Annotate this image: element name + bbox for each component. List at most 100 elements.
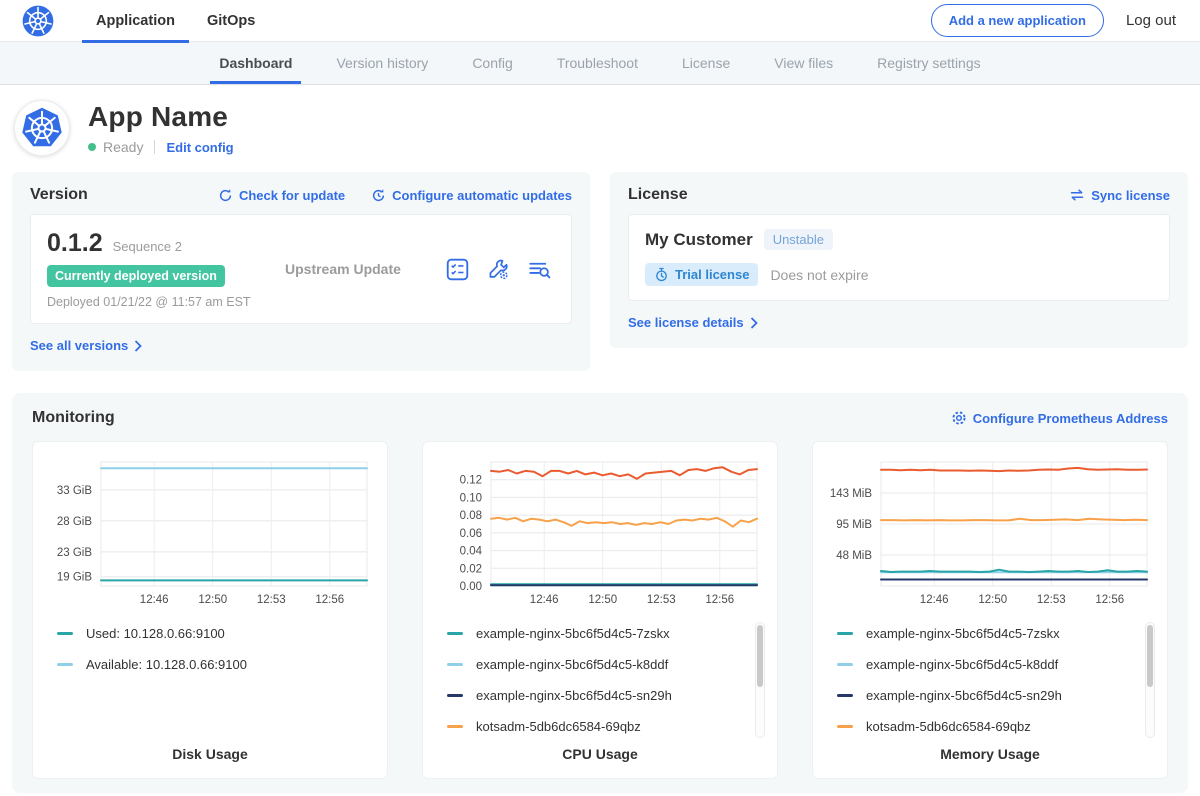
legend-scrollbar[interactable]: [755, 622, 765, 738]
svg-text:33 GiB: 33 GiB: [57, 485, 92, 497]
version-card: Version Check for update Configure au: [12, 172, 590, 371]
divider: [154, 140, 155, 154]
trial-license-label: Trial license: [675, 267, 749, 282]
check-for-update-label: Check for update: [239, 188, 345, 203]
tab-dashboard[interactable]: Dashboard: [214, 42, 297, 84]
legend-item: example-nginx-5bc6f5d4c5-7zskx: [447, 626, 741, 641]
current-version-box: 0.1.2 Sequence 2 Currently deployed vers…: [30, 214, 572, 324]
svg-text:0.04: 0.04: [460, 546, 483, 558]
view-diff-logs-icon[interactable]: [528, 258, 551, 281]
cpu-usage-legend-area: example-nginx-5bc6f5d4c5-7zskxexample-ng…: [435, 620, 765, 742]
logout-button[interactable]: Log out: [1126, 12, 1176, 29]
svg-text:12:46: 12:46: [530, 594, 559, 606]
svg-text:23 GiB: 23 GiB: [57, 547, 92, 559]
chevron-right-icon: [134, 340, 142, 352]
svg-text:48 MiB: 48 MiB: [836, 550, 872, 562]
status-text: Ready: [103, 139, 143, 155]
svg-text:12:50: 12:50: [198, 594, 227, 606]
legend-scrollbar[interactable]: [1145, 622, 1155, 738]
circular-arrow-icon: [218, 188, 233, 203]
legend-label: example-nginx-5bc6f5d4c5-7zskx: [866, 626, 1060, 641]
svg-text:0.12: 0.12: [460, 475, 482, 487]
svg-text:12:50: 12:50: [588, 594, 617, 606]
sync-license-link[interactable]: Sync license: [1069, 187, 1170, 203]
legend-dash-icon: [447, 632, 463, 635]
svg-text:95 MiB: 95 MiB: [836, 519, 872, 531]
license-box: My Customer Unstable Trial license Does …: [628, 214, 1170, 301]
svg-text:19 GiB: 19 GiB: [57, 572, 92, 584]
chart-title: CPU Usage: [435, 742, 765, 770]
svg-text:12:46: 12:46: [140, 594, 169, 606]
memory-usage-legend: example-nginx-5bc6f5d4c5-7zskx example-ng…: [825, 620, 1155, 734]
add-new-application-button[interactable]: Add a new application: [931, 4, 1104, 37]
configure-automatic-updates-label: Configure automatic updates: [392, 188, 572, 203]
tab-license[interactable]: License: [677, 42, 735, 84]
memory-usage-chart: 143 MiB95 MiB48 MiB12:4612:5012:5312:56: [825, 454, 1155, 612]
preflight-checks-icon[interactable]: [446, 258, 469, 281]
customer-name: My Customer: [645, 230, 753, 250]
legend-dash-icon: [837, 725, 853, 728]
configure-prometheus-link[interactable]: Configure Prometheus Address: [951, 410, 1168, 426]
cpu-usage-card: 0.120.100.080.060.040.020.0012:4612:5012…: [422, 441, 778, 779]
svg-text:0.08: 0.08: [460, 510, 482, 522]
deployed-version-badge: Currently deployed version: [47, 265, 225, 287]
scrollbar-thumb[interactable]: [757, 625, 763, 687]
stopwatch-icon: [654, 267, 669, 282]
cpu-usage-legend: example-nginx-5bc6f5d4c5-7zskxexample-ng…: [435, 620, 765, 734]
disk-usage-card: 33 GiB28 GiB23 GiB19 GiB12:4612:5012:531…: [32, 441, 388, 779]
legend-dash-icon: [57, 663, 73, 666]
legend-label: kotsadm-5db6dc6584-69qbz: [866, 719, 1031, 734]
edit-config-link[interactable]: Edit config: [166, 140, 233, 155]
svg-text:12:53: 12:53: [257, 594, 286, 606]
legend-dash-icon: [447, 725, 463, 728]
trial-license-badge: Trial license: [645, 263, 758, 286]
svg-text:12:53: 12:53: [1037, 594, 1066, 606]
svg-text:0.10: 0.10: [460, 492, 482, 504]
chart-title: Disk Usage: [45, 742, 375, 770]
disk-usage-legend-area: Used: 10.128.0.66:9100Available: 10.128.…: [45, 620, 375, 742]
tab-view-files[interactable]: View files: [769, 42, 838, 84]
legend-dash-icon: [837, 694, 853, 697]
sync-license-label: Sync license: [1091, 188, 1170, 203]
gear-icon: [951, 410, 967, 426]
status-dot-icon: [88, 143, 96, 151]
legend-label: Available: 10.128.0.66:9100: [86, 657, 247, 672]
version-card-actions: Check for update Configure automatic upd…: [218, 188, 572, 203]
license-card-head: License Sync license: [628, 186, 1170, 204]
license-expiry-text: Does not expire: [770, 267, 868, 283]
svg-text:12:53: 12:53: [647, 594, 676, 606]
legend-item: kotsadm-5db6dc6584-69qbz: [837, 719, 1131, 734]
tab-application[interactable]: Application: [80, 0, 191, 42]
see-license-details-link[interactable]: See license details: [628, 315, 758, 330]
tab-version-history[interactable]: Version history: [331, 42, 433, 84]
svg-text:12:50: 12:50: [978, 594, 1007, 606]
tab-gitops[interactable]: GitOps: [191, 0, 271, 42]
legend-item: example-nginx-5bc6f5d4c5-k8ddf: [837, 657, 1131, 672]
configure-automatic-updates-link[interactable]: Configure automatic updates: [371, 188, 572, 203]
tab-config[interactable]: Config: [467, 42, 517, 84]
svg-text:0.02: 0.02: [460, 563, 482, 575]
clock-arrow-icon: [371, 188, 386, 203]
legend-dash-icon: [837, 663, 853, 666]
page-title: App Name: [88, 101, 234, 133]
scrollbar-thumb[interactable]: [1147, 625, 1153, 687]
edit-config-tools-icon[interactable]: [487, 258, 510, 281]
legend-label: example-nginx-5bc6f5d4c5-sn29h: [866, 688, 1062, 703]
sync-arrows-icon: [1069, 187, 1085, 203]
check-for-update-link[interactable]: Check for update: [218, 188, 345, 203]
tab-troubleshoot[interactable]: Troubleshoot: [552, 42, 643, 84]
version-card-title: Version: [30, 186, 88, 204]
monitoring-title: Monitoring: [32, 409, 115, 427]
tab-registry-settings[interactable]: Registry settings: [872, 42, 985, 84]
svg-text:28 GiB: 28 GiB: [57, 516, 92, 528]
legend-item: example-nginx-5bc6f5d4c5-7zskx: [837, 626, 1131, 641]
see-all-versions-link[interactable]: See all versions: [30, 338, 142, 353]
legend-dash-icon: [57, 632, 73, 635]
legend-label: example-nginx-5bc6f5d4c5-7zskx: [476, 626, 670, 641]
legend-item: example-nginx-5bc6f5d4c5-sn29h: [837, 688, 1131, 703]
svg-text:12:56: 12:56: [1095, 594, 1124, 606]
license-card: License Sync license My Customer Unstabl…: [610, 172, 1188, 348]
memory-usage-card: 143 MiB95 MiB48 MiB12:4612:5012:5312:56 …: [812, 441, 1168, 779]
kubernetes-logo-icon: [22, 5, 54, 37]
legend-item: Available: 10.128.0.66:9100: [57, 657, 351, 672]
